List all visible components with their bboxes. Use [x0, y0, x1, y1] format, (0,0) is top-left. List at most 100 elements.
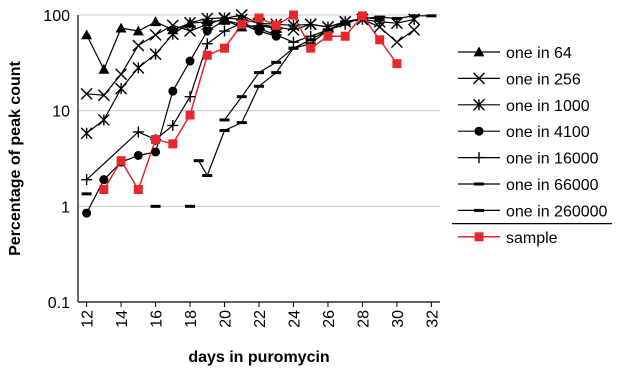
x-axis-title: days in puromycin	[188, 349, 329, 366]
data-point-one-in-260000	[202, 174, 213, 178]
data-point-one-in-66000	[219, 118, 230, 122]
data-point-one-in-256	[132, 39, 145, 52]
x-tick-label: 32	[424, 310, 441, 328]
x-tick-label: 24	[286, 310, 303, 328]
data-point-one-in-260000	[391, 16, 402, 20]
data-point-one-in-4100	[185, 56, 195, 66]
legend-item-one-in-64: one in 64	[458, 45, 572, 62]
data-point-sample	[323, 31, 333, 41]
data-point-one-in-1000	[80, 127, 93, 140]
data-point-one-in-64	[98, 63, 110, 74]
axes	[77, 15, 440, 307]
data-point-one-in-16000	[167, 119, 179, 131]
data-point-one-in-260000	[305, 38, 316, 42]
data-point-one-in-4100	[202, 26, 212, 36]
data-point-one-in-4100	[99, 175, 109, 185]
data-point-sample	[168, 139, 178, 149]
y-tick-label: 100	[43, 8, 70, 25]
data-point-one-in-1000	[132, 61, 145, 74]
data-point-one-in-260000	[374, 15, 385, 19]
data-point-one-in-16000	[219, 25, 231, 37]
data-point-one-in-64	[132, 25, 144, 36]
data-point-one-in-4100	[168, 86, 178, 96]
data-point-sample	[375, 35, 385, 45]
data-point-sample	[202, 50, 212, 60]
data-point-sample	[357, 11, 367, 21]
data-point-sample	[133, 184, 143, 194]
legend-marker	[474, 126, 484, 136]
data-point-one-in-66000	[185, 204, 196, 208]
data-point-sample	[220, 43, 230, 53]
data-point-one-in-16000	[132, 126, 144, 138]
legend-label: one in 16000	[506, 151, 599, 168]
data-point-one-in-260000	[236, 121, 247, 125]
y-tick-label: 1	[61, 199, 70, 216]
data-point-one-in-256	[115, 68, 128, 81]
legend-item-one-in-256: one in 256	[458, 71, 581, 88]
data-point-one-in-256	[149, 28, 162, 41]
data-point-one-in-1000	[201, 12, 214, 25]
data-point-one-in-4100	[151, 147, 161, 157]
x-tick-label: 12	[80, 310, 97, 328]
data-point-one-in-1000	[304, 18, 317, 31]
y-axis-title: Percentage of peak count	[7, 60, 24, 255]
data-point-sample	[392, 59, 402, 69]
y-tick-label: 0.1	[48, 295, 70, 312]
data-point-one-in-64	[115, 22, 127, 33]
series-line-sample	[103, 13, 398, 192]
legend-item-one-in-66000: one in 66000	[458, 177, 599, 194]
legend-label: one in 64	[506, 45, 572, 62]
data-point-one-in-64	[81, 29, 93, 40]
data-point-one-in-64	[150, 16, 162, 27]
data-point-sample	[288, 10, 298, 20]
legend-marker	[474, 232, 484, 242]
y-tick-label: 10	[52, 104, 70, 121]
tick-labels: 0.1 1 10 100 12 14 16 18 20 22 24 26 28 30 32	[43, 8, 441, 328]
data-point-one-in-4100	[133, 150, 143, 160]
legend-marker	[473, 98, 485, 111]
data-point-one-in-260000	[322, 28, 333, 32]
data-point-one-in-16000	[81, 174, 93, 186]
data-point-one-in-66000	[81, 192, 92, 196]
data-point-one-in-256	[97, 89, 110, 102]
data-point-sample	[254, 13, 264, 23]
data-point-one-in-256	[390, 36, 403, 49]
series-line-one-in-4100	[86, 19, 277, 214]
data-point-one-in-260000	[254, 84, 264, 88]
legend-label: one in 4100	[506, 124, 590, 141]
data-point-sample	[237, 19, 247, 29]
legend-marker	[473, 152, 485, 164]
data-point-one-in-1000	[97, 113, 110, 126]
legend-item-one-in-260000: one in 260000	[458, 203, 608, 220]
data-point-one-in-1000	[166, 28, 179, 41]
data-point-one-in-1000	[184, 16, 197, 29]
data-point-one-in-16000	[270, 29, 282, 41]
data-point-one-in-66000	[150, 204, 161, 208]
data-point-sample	[151, 134, 161, 144]
data-point-one-in-66000	[374, 17, 385, 21]
data-point-one-in-66000	[340, 22, 351, 26]
data-point-sample	[185, 110, 195, 120]
legend-item-one-in-4100: one in 4100	[458, 124, 590, 141]
data-point-one-in-260000	[340, 20, 351, 24]
legend-label: one in 260000	[506, 203, 608, 220]
data-point-one-in-66000	[236, 95, 247, 99]
legend: one in 64 one in 256 one in 1000 one in 410…	[452, 45, 612, 247]
legend-item-one-in-1000: one in 1000	[458, 98, 590, 115]
grid-lines	[78, 14, 440, 303]
data-point-one-in-4100	[220, 15, 230, 25]
legend-item-one-in-16000: one in 16000	[458, 151, 599, 168]
data-point-sample	[271, 20, 281, 30]
data-point-one-in-1000	[149, 48, 162, 61]
legend-marker	[473, 72, 485, 85]
data-point-one-in-66000	[271, 60, 282, 64]
x-tick-label: 28	[355, 310, 372, 328]
data-point-one-in-260000	[288, 46, 299, 50]
x-tick-label: 14	[114, 310, 131, 328]
data-point-one-in-16000	[201, 38, 213, 50]
legend-label: one in 256	[506, 71, 581, 88]
data-point-sample	[340, 31, 350, 41]
data-point-one-in-260000	[426, 14, 437, 18]
